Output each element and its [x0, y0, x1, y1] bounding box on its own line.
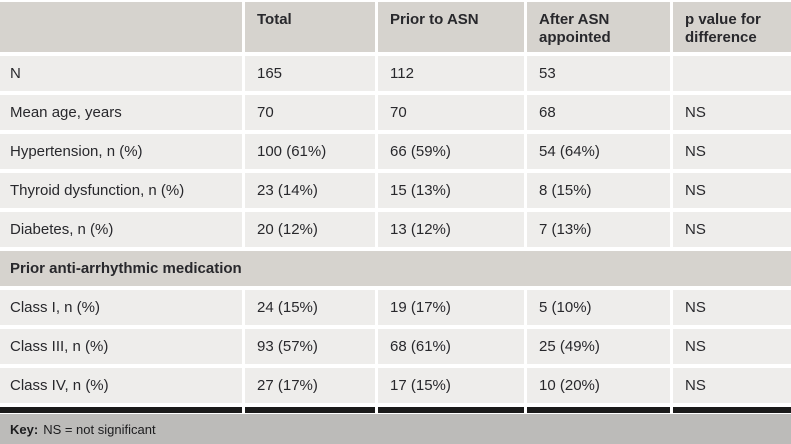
table-key: Key: NS = not significant [0, 414, 791, 444]
table-row-n: N 165 112 53 [0, 56, 791, 95]
cell-after: 25 (49%) [527, 329, 673, 368]
bottom-rule-row [0, 407, 791, 413]
table-row-hypertension: Hypertension, n (%) 100 (61%) 66 (59%) 5… [0, 134, 791, 173]
cell-after: 10 (20%) [527, 368, 673, 407]
row-label: Class IV, n (%) [0, 368, 245, 407]
cell-p-value [673, 56, 791, 95]
row-label: Thyroid dysfunction, n (%) [0, 173, 245, 212]
cell-p-value: NS [673, 329, 791, 368]
column-header-prior-to-asn: Prior to ASN [378, 0, 527, 56]
bottom-rule-segment [673, 407, 791, 413]
row-label: Mean age, years [0, 95, 245, 134]
cell-p-value: NS [673, 368, 791, 407]
cell-after: 5 (10%) [527, 290, 673, 329]
cell-prior: 15 (13%) [378, 173, 527, 212]
cell-p-value: NS [673, 212, 791, 251]
cell-prior: 112 [378, 56, 527, 95]
cell-p-value: NS [673, 134, 791, 173]
row-label: Class I, n (%) [0, 290, 245, 329]
column-header-after-asn: After ASN appointed [527, 0, 673, 56]
section-header: Prior anti-arrhythmic medication [0, 251, 791, 290]
cell-total: 23 (14%) [245, 173, 378, 212]
cell-prior: 66 (59%) [378, 134, 527, 173]
cell-after: 54 (64%) [527, 134, 673, 173]
cell-prior: 70 [378, 95, 527, 134]
table-row-thyroid: Thyroid dysfunction, n (%) 23 (14%) 15 (… [0, 173, 791, 212]
cell-p-value: NS [673, 95, 791, 134]
row-label: Hypertension, n (%) [0, 134, 245, 173]
column-header-p-value: p value for difference [673, 0, 791, 56]
patient-characteristics-table: Total Prior to ASN After ASN appointed p… [0, 0, 791, 413]
bottom-rule-segment [0, 407, 245, 413]
cell-after: 8 (15%) [527, 173, 673, 212]
key-label: Key: [10, 421, 39, 437]
cell-after: 68 [527, 95, 673, 134]
cell-prior: 19 (17%) [378, 290, 527, 329]
cell-total: 20 (12%) [245, 212, 378, 251]
cell-total: 93 (57%) [245, 329, 378, 368]
cell-p-value: NS [673, 173, 791, 212]
section-header-row: Prior anti-arrhythmic medication [0, 251, 791, 290]
cell-total: 27 (17%) [245, 368, 378, 407]
bottom-rule-segment [378, 407, 527, 413]
table-row-class-iv: Class IV, n (%) 27 (17%) 17 (15%) 10 (20… [0, 368, 791, 407]
header-row: Total Prior to ASN After ASN appointed p… [0, 0, 791, 56]
cell-total: 165 [245, 56, 378, 95]
cell-prior: 68 (61%) [378, 329, 527, 368]
cell-total: 24 (15%) [245, 290, 378, 329]
column-header-empty [0, 0, 245, 56]
cell-prior: 17 (15%) [378, 368, 527, 407]
cell-p-value: NS [673, 290, 791, 329]
row-label: Class III, n (%) [0, 329, 245, 368]
cell-after: 7 (13%) [527, 212, 673, 251]
cell-total: 70 [245, 95, 378, 134]
cell-total: 100 (61%) [245, 134, 378, 173]
cell-after: 53 [527, 56, 673, 95]
table-row-mean-age: Mean age, years 70 70 68 NS [0, 95, 791, 134]
table-row-class-i: Class I, n (%) 24 (15%) 19 (17%) 5 (10%)… [0, 290, 791, 329]
key-text: NS = not significant [43, 421, 156, 437]
bottom-rule-segment [527, 407, 673, 413]
table-row-diabetes: Diabetes, n (%) 20 (12%) 13 (12%) 7 (13%… [0, 212, 791, 251]
bottom-rule-segment [245, 407, 378, 413]
row-label: N [0, 56, 245, 95]
cell-prior: 13 (12%) [378, 212, 527, 251]
table-row-class-iii: Class III, n (%) 93 (57%) 68 (61%) 25 (4… [0, 329, 791, 368]
row-label: Diabetes, n (%) [0, 212, 245, 251]
column-header-total: Total [245, 0, 378, 56]
